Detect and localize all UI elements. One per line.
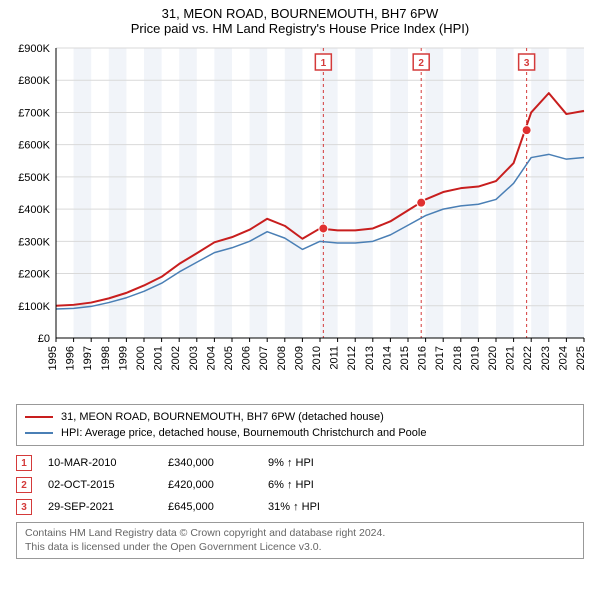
chart-area: £0 £100K £200K £300K £400K £500K £600K £700K £80… <box>0 38 600 398</box>
svg-text:2001: 2001 <box>153 346 165 370</box>
svg-text:£500K: £500K <box>18 172 50 184</box>
chart-svg: £0 £100K £200K £300K £400K £500K £600K £700K £80… <box>0 38 600 398</box>
svg-text:1998: 1998 <box>100 346 112 370</box>
title-address: 31, MEON ROAD, BOURNEMOUTH, BH7 6PW <box>8 6 592 21</box>
svg-text:2007: 2007 <box>258 346 270 370</box>
event-delta: 31% ↑ HPI <box>268 501 388 513</box>
svg-text:1997: 1997 <box>82 346 94 370</box>
event-price: £340,000 <box>168 457 268 469</box>
attribution-line2: This data is licensed under the Open Gov… <box>25 541 575 555</box>
svg-text:2012: 2012 <box>346 346 358 370</box>
svg-text:2023: 2023 <box>540 346 552 370</box>
svg-text:2006: 2006 <box>241 346 253 370</box>
svg-text:2000: 2000 <box>135 346 147 370</box>
legend-label-hpi: HPI: Average price, detached house, Bour… <box>61 427 426 439</box>
event-marker: 2 <box>16 477 32 493</box>
svg-text:2016: 2016 <box>417 346 429 370</box>
legend-row-hpi: HPI: Average price, detached house, Bour… <box>25 425 575 441</box>
legend-label-subject: 31, MEON ROAD, BOURNEMOUTH, BH7 6PW (det… <box>61 411 384 423</box>
svg-text:£300K: £300K <box>18 236 50 248</box>
legend: 31, MEON ROAD, BOURNEMOUTH, BH7 6PW (det… <box>16 404 584 446</box>
event-delta: 9% ↑ HPI <box>268 457 388 469</box>
svg-text:2009: 2009 <box>293 346 305 370</box>
legend-swatch-subject <box>25 416 53 418</box>
legend-row-subject: 31, MEON ROAD, BOURNEMOUTH, BH7 6PW (det… <box>25 409 575 425</box>
svg-text:2013: 2013 <box>364 346 376 370</box>
svg-text:£900K: £900K <box>18 43 50 55</box>
events-table: 1 10-MAR-2010£340,0009% ↑ HPI 2 02-OCT-2015… <box>16 452 584 518</box>
title-subtitle: Price paid vs. HM Land Registry's House … <box>8 21 592 36</box>
svg-text:2005: 2005 <box>223 346 235 370</box>
svg-text:1: 1 <box>321 58 327 69</box>
svg-text:£0: £0 <box>38 333 50 345</box>
svg-text:2025: 2025 <box>575 346 587 370</box>
svg-text:1995: 1995 <box>47 346 59 370</box>
event-price: £420,000 <box>168 479 268 491</box>
svg-text:2010: 2010 <box>311 346 323 370</box>
event-marker: 1 <box>16 455 32 471</box>
svg-text:2015: 2015 <box>399 346 411 370</box>
svg-text:2021: 2021 <box>505 346 517 370</box>
event-row: 3 29-SEP-2021£645,00031% ↑ HPI <box>16 496 584 518</box>
legend-swatch-hpi <box>25 432 53 434</box>
svg-text:2004: 2004 <box>205 346 217 370</box>
svg-text:1996: 1996 <box>65 346 77 370</box>
svg-text:£800K: £800K <box>18 75 50 87</box>
event-date: 02-OCT-2015 <box>48 479 168 491</box>
svg-text:£400K: £400K <box>18 204 50 216</box>
svg-text:2002: 2002 <box>170 346 182 370</box>
chart-container: 31, MEON ROAD, BOURNEMOUTH, BH7 6PW Pric… <box>0 0 600 559</box>
svg-text:3: 3 <box>524 58 530 69</box>
svg-text:2008: 2008 <box>276 346 288 370</box>
svg-text:£600K: £600K <box>18 140 50 152</box>
event-price: £645,000 <box>168 501 268 513</box>
event-row: 2 02-OCT-2015£420,0006% ↑ HPI <box>16 474 584 496</box>
svg-text:2019: 2019 <box>469 346 481 370</box>
svg-text:2022: 2022 <box>522 346 534 370</box>
svg-text:2020: 2020 <box>487 346 499 370</box>
svg-text:2: 2 <box>418 58 424 69</box>
event-row: 1 10-MAR-2010£340,0009% ↑ HPI <box>16 452 584 474</box>
event-marker: 3 <box>16 499 32 515</box>
event-date: 29-SEP-2021 <box>48 501 168 513</box>
event-date: 10-MAR-2010 <box>48 457 168 469</box>
svg-text:2011: 2011 <box>329 346 341 370</box>
svg-text:£100K: £100K <box>18 301 50 313</box>
title-block: 31, MEON ROAD, BOURNEMOUTH, BH7 6PW Pric… <box>0 0 600 38</box>
svg-text:1999: 1999 <box>117 346 129 370</box>
svg-text:2014: 2014 <box>381 346 393 370</box>
svg-text:2003: 2003 <box>188 346 200 370</box>
svg-text:2018: 2018 <box>452 346 464 370</box>
svg-text:2024: 2024 <box>557 346 569 370</box>
svg-text:£700K: £700K <box>18 107 50 119</box>
svg-text:2017: 2017 <box>434 346 446 370</box>
event-delta: 6% ↑ HPI <box>268 479 388 491</box>
attribution-line1: Contains HM Land Registry data © Crown c… <box>25 527 575 541</box>
svg-text:£200K: £200K <box>18 269 50 281</box>
attribution: Contains HM Land Registry data © Crown c… <box>16 522 584 559</box>
